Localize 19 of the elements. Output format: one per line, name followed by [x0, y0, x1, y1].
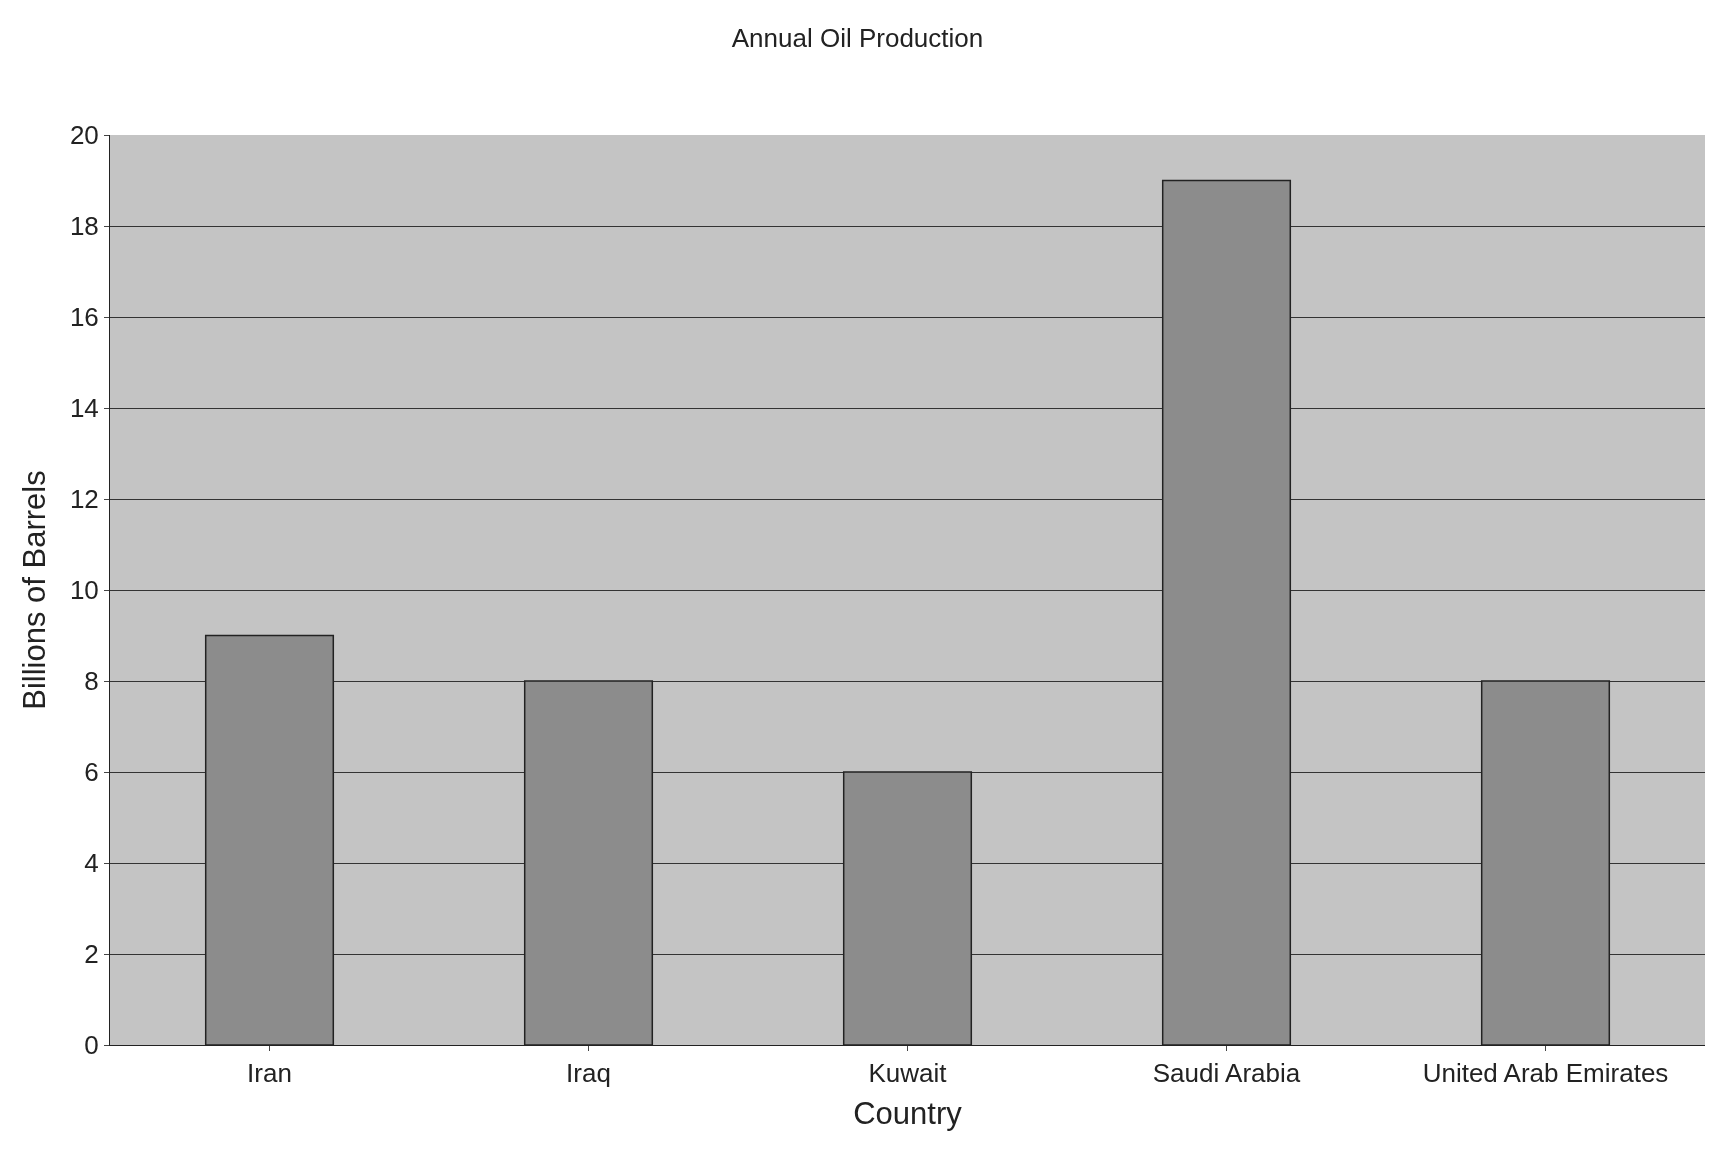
x-axis-title: Country [853, 1096, 963, 1132]
x-tick-label: Iraq [566, 1058, 611, 1089]
x-tick-label: Saudi Arabia [1152, 1058, 1301, 1089]
y-tick-label: 12 [69, 484, 99, 515]
y-tick-label: 0 [84, 1030, 99, 1061]
y-tick-label: 8 [84, 666, 99, 697]
y-tick-label: 18 [69, 211, 99, 242]
y-tick-label: 4 [84, 848, 99, 879]
x-tick-label: United Arab Emirates [1422, 1058, 1669, 1089]
x-tick-label: Iran [247, 1058, 292, 1089]
y-tick-label: 10 [69, 575, 99, 606]
y-tick-label: 14 [69, 393, 99, 424]
y-axis-title: Billions of Barrels [16, 470, 52, 710]
y-tick-label: 2 [84, 939, 99, 970]
x-tick-label: Kuwait [868, 1058, 948, 1089]
chart-title: Annual Oil Production [731, 23, 984, 54]
y-tick-label: 20 [69, 120, 99, 151]
y-tick-label: 16 [69, 302, 99, 333]
y-tick-label: 6 [84, 757, 99, 788]
